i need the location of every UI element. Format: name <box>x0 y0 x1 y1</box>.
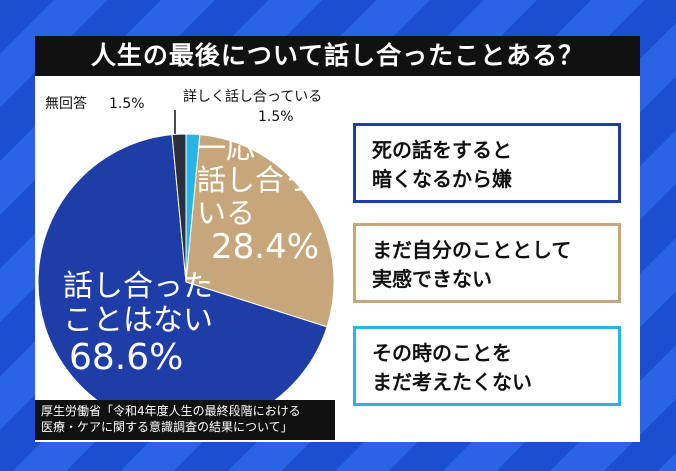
slice-label: 詳しく話し合っている <box>183 89 323 105</box>
value-label: 1.5% <box>109 96 145 112</box>
value-label: 1.5% <box>258 109 294 125</box>
value-label: 68.6% <box>69 337 184 378</box>
note-box: 死の話をすると 暗くなるから嫌 <box>353 123 621 203</box>
slice-label: 無回答 <box>45 96 87 112</box>
slice-label: 一応 話し合って いる <box>197 131 341 230</box>
source: 厚生労働省「令和4年度人生の最終段階における 医療・ケアに関する意識調査の結果に… <box>35 400 335 440</box>
note-box: その時のことを まだ考えたくない <box>353 326 621 406</box>
pie-slice <box>185 134 335 328</box>
pie-chart <box>37 110 335 431</box>
chart-title: 人生の最後について話し合ったことある？ <box>35 36 640 76</box>
pie-slice <box>171 133 187 283</box>
slice-label: 話し合った ことはない <box>63 269 213 338</box>
note-box: まだ自分のこととして 実感できない <box>353 223 621 303</box>
value-label: 28.4% <box>211 227 320 267</box>
panel: 詳しく話し合っている 1.5% 一応 話し合って いる 28.4% 話し合った ことはな… <box>35 76 640 442</box>
